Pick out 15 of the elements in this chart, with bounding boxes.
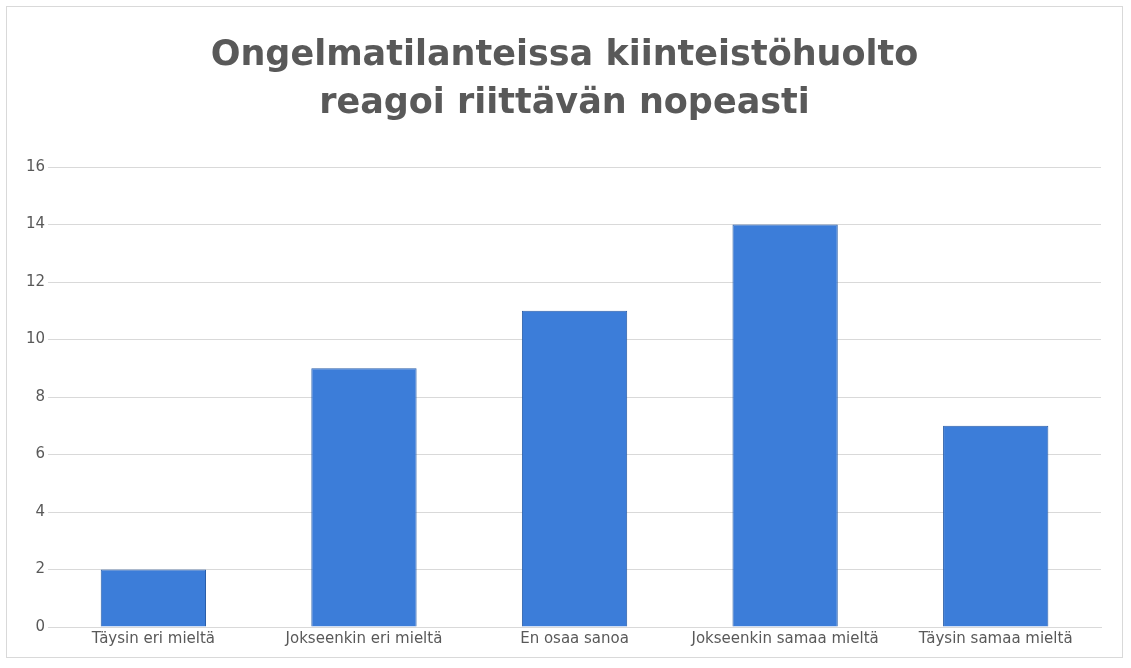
y-tick-label: 12 [25, 271, 46, 290]
chart-title: Ongelmatilanteissa kiinteistöhuolto reagoi riittävän nopeasti [209, 32, 920, 123]
y-tick-label: 16 [25, 156, 46, 175]
y-tick-label: 10 [25, 329, 46, 348]
x-tick-label: Täysin eri mieltä [90, 628, 216, 647]
y-tick-label: 0 [35, 616, 46, 635]
y-tick-label: 8 [35, 386, 46, 405]
y-tick-label: 4 [35, 501, 46, 520]
y-tick-label: 6 [35, 444, 46, 463]
y-tick-label: 2 [35, 559, 46, 578]
x-tick-label: Jokseenkin eri mieltä [284, 628, 443, 647]
x-tick-label: Täysin samaa mieltä [917, 628, 1073, 647]
x-tick-label: En osaa sanoa [520, 628, 629, 647]
x-tick-label: Jokseenkin samaa mieltä [690, 628, 879, 647]
y-tick-label: 14 [25, 214, 46, 233]
